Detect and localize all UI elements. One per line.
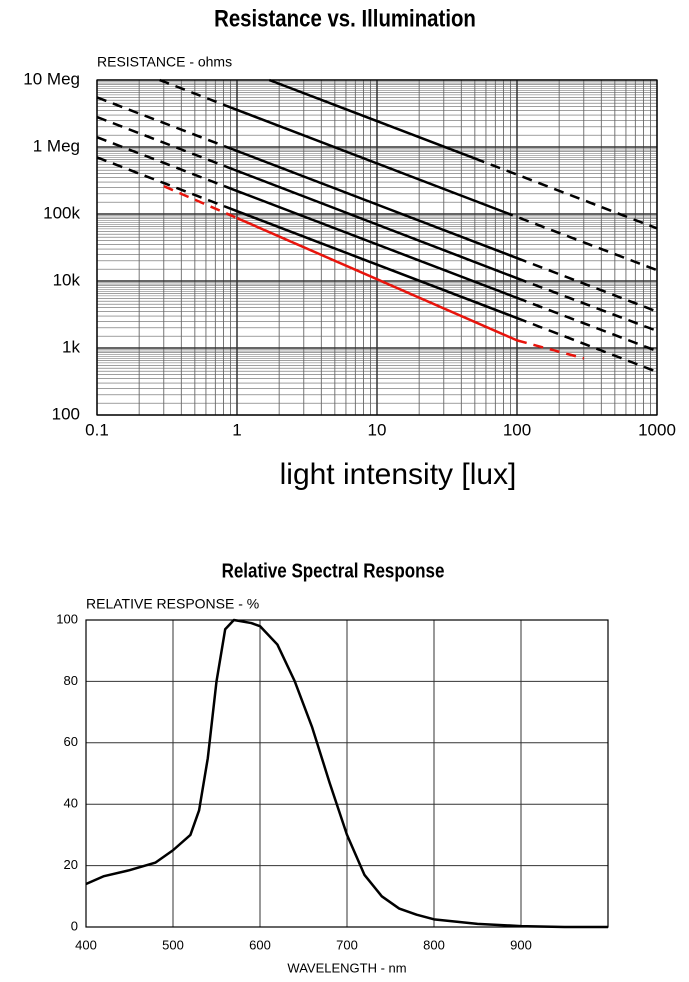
y-tick-label: 1 Meg — [33, 136, 80, 155]
plot-frame — [85, 619, 609, 928]
line-segment — [236, 216, 518, 342]
y-tick-label: 10k — [53, 270, 81, 289]
x-tick-label: 400 — [75, 937, 97, 952]
y-tick-label: 100k — [43, 203, 80, 222]
x-tick-label: 500 — [162, 937, 184, 952]
x-tick-label: 100 — [503, 420, 531, 439]
line-segment — [516, 256, 658, 313]
y-tick-label: 1k — [62, 337, 80, 356]
x-axis-label: WAVELENGTH - nm — [287, 960, 406, 975]
line-segment — [230, 147, 518, 260]
x-tick-label: 900 — [510, 937, 532, 952]
x-tick-label: 10 — [368, 420, 387, 439]
x-tick-label: 1000 — [638, 420, 676, 439]
x-tick-label: 600 — [249, 937, 271, 952]
line-segment — [230, 207, 518, 320]
line-segment — [96, 136, 232, 190]
x-tick-label: 1 — [232, 420, 241, 439]
line-segment — [230, 187, 518, 300]
line-segment — [159, 78, 232, 109]
line-segment — [516, 316, 658, 374]
line-segment — [516, 296, 658, 353]
line-segment — [502, 210, 658, 272]
y-tick-label: 100 — [52, 404, 80, 423]
y-tick-label: 60 — [64, 734, 78, 749]
line-segment — [230, 167, 518, 280]
y-tick-label: 80 — [64, 673, 78, 688]
y-tick-label: 100 — [56, 611, 78, 626]
line-segment — [516, 277, 658, 333]
y-tick-label: 40 — [64, 796, 78, 811]
line-segment — [163, 185, 238, 220]
x-axis-label: light intensity [lux] — [280, 458, 517, 491]
line-segment — [96, 115, 232, 170]
line-segment — [516, 339, 585, 360]
x-tick-label: 800 — [423, 937, 445, 952]
chart-title: Relative Spectral Response — [222, 559, 445, 582]
y-axis-label: RELATIVE RESPONSE - % — [86, 596, 259, 612]
x-tick-label: 700 — [336, 937, 358, 952]
line-segment — [230, 106, 504, 213]
y-axis-label: RESISTANCE - ohms — [97, 54, 232, 70]
plot-frame — [96, 79, 658, 416]
y-tick-label: 20 — [64, 857, 78, 872]
line-segment — [96, 156, 232, 210]
chart-title: Resistance vs. Illumination — [214, 5, 476, 32]
line — [85, 618, 608, 929]
y-tick-label: 10 Meg — [23, 69, 80, 88]
line-segment — [96, 96, 232, 150]
y-tick-label: 0 — [71, 918, 78, 933]
x-tick-label: 0.1 — [85, 420, 109, 439]
line-segment — [268, 78, 476, 160]
line-segment — [474, 157, 658, 230]
